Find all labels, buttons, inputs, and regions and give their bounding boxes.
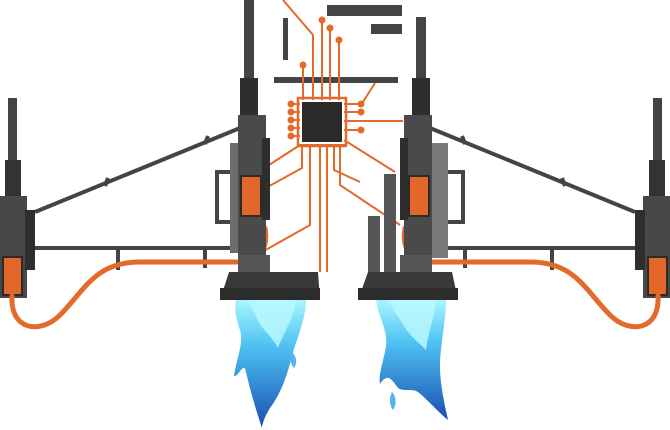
right-pod-orange-panel — [647, 256, 668, 296]
orange-cable-icon — [9, 225, 661, 330]
left-pod-orange-panel — [2, 256, 23, 296]
right-jet-engine — [358, 17, 458, 300]
left-vertical-bar — [283, 18, 288, 60]
top-bars — [274, 5, 402, 83]
circuit-chip-icon — [296, 96, 348, 148]
left-jet-engine — [220, 0, 320, 300]
left-blue-flame-icon — [234, 300, 306, 428]
top-bar-long — [327, 5, 402, 16]
right-blue-flame-icon — [376, 300, 448, 420]
right-wing-bracket — [429, 126, 636, 270]
right-engine-orange-panel — [408, 175, 430, 217]
top-bar-short — [371, 24, 402, 34]
right-side-pod — [635, 98, 670, 298]
left-side-pod — [0, 98, 35, 298]
horizontal-rail — [274, 77, 398, 83]
left-engine-orange-panel — [240, 175, 262, 217]
circuit-nodes — [287, 16, 365, 140]
left-wing-bracket — [34, 126, 241, 270]
